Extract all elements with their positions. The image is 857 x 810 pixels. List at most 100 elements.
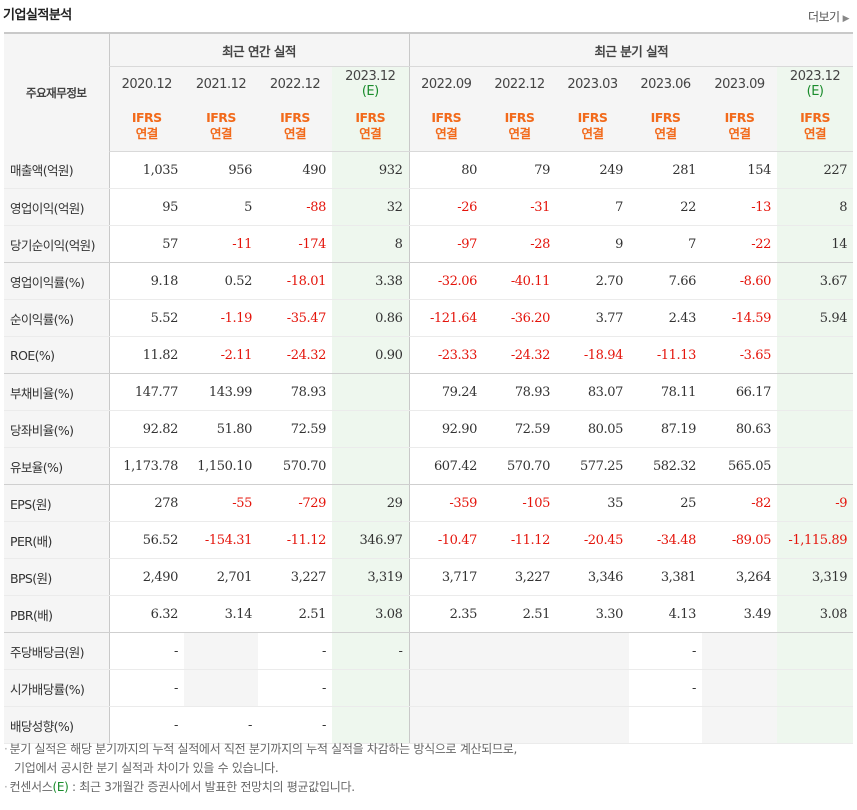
table-cell: -82 (702, 484, 778, 522)
table-cell: 5.52 (108, 299, 184, 337)
table-cell: -40.11 (483, 262, 557, 300)
table-cell: 3,264 (702, 558, 778, 596)
table-cell: - (108, 706, 184, 744)
table-cell: 6.32 (108, 595, 184, 633)
table-cell: 83.07 (556, 373, 630, 411)
table-cell: 956 (184, 151, 258, 189)
period-header: 2023.09 (702, 66, 778, 101)
table-cell: -24.32 (258, 336, 332, 374)
table-cell: 92.82 (108, 410, 184, 448)
table-cell: -23.33 (408, 336, 484, 374)
table-cell: 14 (777, 225, 854, 263)
section-header: 기업실적분석 더보기 ▶ (0, 0, 857, 30)
table-cell: 2.70 (556, 262, 630, 300)
table-cell: -55 (184, 484, 258, 522)
basis-header: IFRS 연결 (258, 101, 332, 152)
table-cell: 2.35 (408, 595, 484, 633)
table-row: 영업이익률(%) 9.18 0.52 -18.01 3.38 -32.06 -40.11 2.… (4, 262, 854, 300)
table-row: 부채비율(%) 147.77 143.99 78.93 79.24 78.93 83.07 7… (4, 373, 854, 411)
period-header: 2023.03 (556, 66, 630, 101)
table-cell: -1.19 (184, 299, 258, 337)
table-cell: 92.90 (408, 410, 484, 448)
table-cell (777, 373, 854, 411)
basis-header: IFRS 연결 (629, 101, 703, 152)
table-row: 유보율(%) 1,173.78 1,150.10 570.70 607.42 570.70… (4, 447, 854, 485)
basis-header: IFRS 연결 (702, 101, 778, 152)
table-cell (184, 632, 258, 670)
table-cell: 3.38 (332, 262, 410, 300)
table-cell: -22 (702, 225, 778, 263)
table-cell: 2,490 (108, 558, 184, 596)
row-label: 당기순이익(억원) (4, 225, 109, 263)
table-cell: 80 (408, 151, 484, 189)
table-cell: -97 (408, 225, 484, 263)
table-cell: -88 (258, 188, 332, 226)
table-cell: -729 (258, 484, 332, 522)
table-cell (332, 373, 410, 411)
table-row: 배당성향(%) - - - (4, 706, 854, 744)
table-row: 영업이익(억원) 95 5 -88 32 -26 -31 7 22 -13 8 (4, 188, 854, 226)
table-cell: 87.19 (629, 410, 703, 448)
table-cell: 3,717 (408, 558, 484, 596)
table-cell: 78.93 (483, 373, 557, 411)
table-cell (777, 336, 854, 374)
table-cell: -11.12 (483, 521, 557, 559)
table-cell: 0.90 (332, 336, 410, 374)
table-row: ROE(%) 11.82 -2.11 -24.32 0.90 -23.33 -24.32 -1… (4, 336, 854, 374)
footnote-2: · 컨센서스(E) : 최근 3개월간 증권사에서 발표한 전망치의 평균값입니다… (4, 780, 355, 794)
table-cell: 0.52 (184, 262, 258, 300)
table-cell (702, 706, 778, 744)
table-cell: -11.13 (629, 336, 703, 374)
table-cell: 1,173.78 (108, 447, 184, 485)
table-cell: 79.24 (408, 373, 484, 411)
more-link[interactable]: 더보기 ▶ (807, 8, 850, 25)
annual-group-header: 최근 연간 실적 (108, 33, 410, 67)
basis-header: IFRS 연결 (556, 101, 630, 152)
table-cell: 8 (332, 225, 410, 263)
table-cell: 7 (556, 188, 630, 226)
row-label: EPS(원) (4, 484, 109, 522)
table-cell: - (332, 632, 410, 670)
table-cell: -154.31 (184, 521, 258, 559)
row-label: 당좌비율(%) (4, 410, 109, 448)
table-cell (777, 410, 854, 448)
table-row: 당기순이익(억원) 57 -11 -174 8 -97 -28 9 7 -22 14 (4, 225, 854, 263)
table-cell: 582.32 (629, 447, 703, 485)
row-label: 순이익률(%) (4, 299, 109, 337)
table-cell (777, 447, 854, 485)
table-cell: 227 (777, 151, 854, 189)
table-cell: 2.43 (629, 299, 703, 337)
table-cell: 25 (629, 484, 703, 522)
table-cell: 607.42 (408, 447, 484, 485)
table-cell: -13 (702, 188, 778, 226)
table-cell: 7 (629, 225, 703, 263)
table-cell: 3.08 (777, 595, 854, 633)
table-cell: 57 (108, 225, 184, 263)
table-cell: 80.63 (702, 410, 778, 448)
table-cell: 3,227 (258, 558, 332, 596)
table-cell: 3.14 (184, 595, 258, 633)
table-cell (556, 632, 630, 670)
table-cell: 80.05 (556, 410, 630, 448)
table-cell: 95 (108, 188, 184, 226)
chevron-right-icon: ▶ (842, 14, 850, 24)
table-row: EPS(원) 278 -55 -729 29 -359 -105 35 25 -82 -9 (4, 484, 854, 522)
table-cell: -10.47 (408, 521, 484, 559)
table-cell: 3,381 (629, 558, 703, 596)
row-label: 영업이익(억원) (4, 188, 109, 226)
table-cell: 7.66 (629, 262, 703, 300)
table-cell: -35.47 (258, 299, 332, 337)
table-cell: -121.64 (408, 299, 484, 337)
table-cell (702, 632, 778, 670)
table-row: PER(배) 56.52 -154.31 -11.12 346.97 -10.47 -11.… (4, 521, 854, 559)
table-cell: - (108, 632, 184, 670)
table-cell: 78.11 (629, 373, 703, 411)
table-cell: 3,346 (556, 558, 630, 596)
table-cell: -11.12 (258, 521, 332, 559)
row-label: 부채비율(%) (4, 373, 109, 411)
more-label: 더보기 (807, 10, 840, 24)
table-cell: 1,150.10 (184, 447, 258, 485)
table-cell: -174 (258, 225, 332, 263)
section-title: 기업실적분석 (3, 8, 72, 23)
table-cell: 9 (556, 225, 630, 263)
